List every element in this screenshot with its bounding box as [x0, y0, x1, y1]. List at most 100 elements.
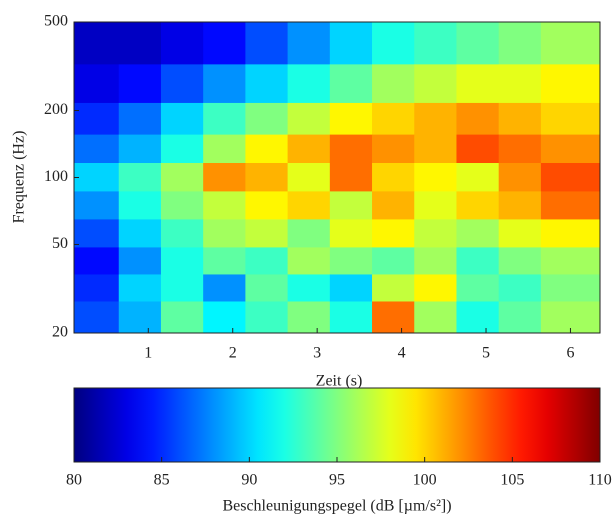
x-tick-label: 6: [566, 345, 574, 362]
x-tick-label: 2: [229, 345, 237, 362]
heatmap-cell: [498, 274, 542, 302]
heatmap-cell: [540, 247, 601, 275]
heatmap-cell: [203, 163, 246, 192]
colorbar-tick-label: 105: [500, 472, 524, 489]
heatmap-cell: [329, 274, 373, 302]
heatmap-cell: [287, 247, 331, 275]
heatmap-cell: [498, 22, 542, 65]
heatmap-cell: [540, 134, 601, 164]
heatmap-cell: [287, 274, 331, 302]
heatmap-cell: [329, 22, 373, 65]
heatmap-cell: [118, 274, 162, 302]
heatmap-cell: [498, 191, 542, 220]
colorbar-tick-label: 90: [241, 472, 257, 489]
heatmap-cell: [245, 219, 289, 248]
colorbar-tick-label: 80: [66, 472, 82, 489]
heatmap-cell: [540, 191, 601, 220]
heatmap-cell: [498, 134, 542, 164]
heatmap-cell: [203, 274, 246, 302]
heatmap-cell: [203, 64, 246, 104]
heatmap-cell: [74, 22, 120, 65]
heatmap-cell: [287, 102, 331, 136]
heatmap-cell: [329, 134, 373, 164]
heatmap-cell: [456, 247, 500, 275]
heatmap-cell: [498, 301, 542, 334]
y-tick-label: 100: [44, 168, 68, 185]
heatmap-cell: [245, 64, 289, 104]
heatmap: [74, 22, 601, 334]
heatmap-cell: [414, 301, 457, 334]
x-tick-label: 5: [482, 345, 490, 362]
heatmap-cell: [456, 274, 500, 302]
heatmap-cell: [540, 274, 601, 302]
heatmap-cell: [74, 247, 120, 275]
heatmap-cell: [498, 247, 542, 275]
heatmap-cell: [329, 247, 373, 275]
x-tick-label: 1: [144, 345, 152, 362]
heatmap-cell: [287, 219, 331, 248]
heatmap-cell: [414, 134, 457, 164]
heatmap-cell: [245, 191, 289, 220]
heatmap-cell: [118, 64, 162, 104]
heatmap-cell: [540, 22, 601, 65]
x-axis-label: Zeit (s): [316, 373, 363, 390]
heatmap-cell: [414, 102, 457, 136]
heatmap-cell: [414, 22, 457, 65]
heatmap-cell: [118, 22, 162, 65]
heatmap-cell: [160, 274, 204, 302]
heatmap-cell: [74, 301, 120, 334]
heatmap-cell: [414, 191, 457, 220]
heatmap-cell: [329, 64, 373, 104]
heatmap-cell: [414, 274, 457, 302]
heatmap-cell: [245, 102, 289, 136]
heatmap-cell: [456, 219, 500, 248]
heatmap-cell: [203, 219, 246, 248]
heatmap-cell: [372, 247, 415, 275]
y-tick-label: 50: [52, 235, 68, 252]
colorbar-tick-label: 110: [588, 472, 611, 489]
heatmap-cell: [74, 191, 120, 220]
heatmap-cell: [160, 134, 204, 164]
heatmap-cell: [498, 219, 542, 248]
heatmap-cell: [245, 134, 289, 164]
x-tick-label: 3: [313, 345, 321, 362]
heatmap-cell: [203, 102, 246, 136]
heatmap-cell: [160, 301, 204, 334]
colorbar-label: Beschleunigungspegel (dB [µm/s²]): [222, 498, 451, 515]
heatmap-cell: [456, 102, 500, 136]
colorbar-tick-label: 100: [413, 472, 437, 489]
heatmap-cell: [74, 163, 120, 192]
heatmap-cell: [456, 64, 500, 104]
heatmap-cell: [118, 247, 162, 275]
heatmap-cell: [456, 301, 500, 334]
y-tick-label: 20: [52, 324, 68, 341]
heatmap-cell: [160, 102, 204, 136]
heatmap-cell: [456, 163, 500, 192]
heatmap-cell: [372, 22, 415, 65]
heatmap-cell: [245, 22, 289, 65]
heatmap-cell: [245, 247, 289, 275]
heatmap-cell: [160, 191, 204, 220]
heatmap-cell: [540, 163, 601, 192]
heatmap-cell: [203, 301, 246, 334]
heatmap-cell: [287, 134, 331, 164]
heatmap-cell: [372, 219, 415, 248]
heatmap-cell: [414, 163, 457, 192]
heatmap-cell: [498, 64, 542, 104]
heatmap-cell: [245, 274, 289, 302]
heatmap-cell: [329, 163, 373, 192]
heatmap-cell: [118, 163, 162, 192]
heatmap-cell: [287, 22, 331, 65]
heatmap-cell: [287, 301, 331, 334]
heatmap-cell: [118, 219, 162, 248]
heatmap-cell: [372, 163, 415, 192]
heatmap-cell: [118, 301, 162, 334]
heatmap-cell: [118, 102, 162, 136]
heatmap-cell: [329, 301, 373, 334]
heatmap-cell: [74, 134, 120, 164]
y-tick-label: 200: [44, 101, 68, 118]
heatmap-cell: [498, 102, 542, 136]
heatmap-cell: [203, 247, 246, 275]
heatmap-cell: [372, 301, 415, 334]
